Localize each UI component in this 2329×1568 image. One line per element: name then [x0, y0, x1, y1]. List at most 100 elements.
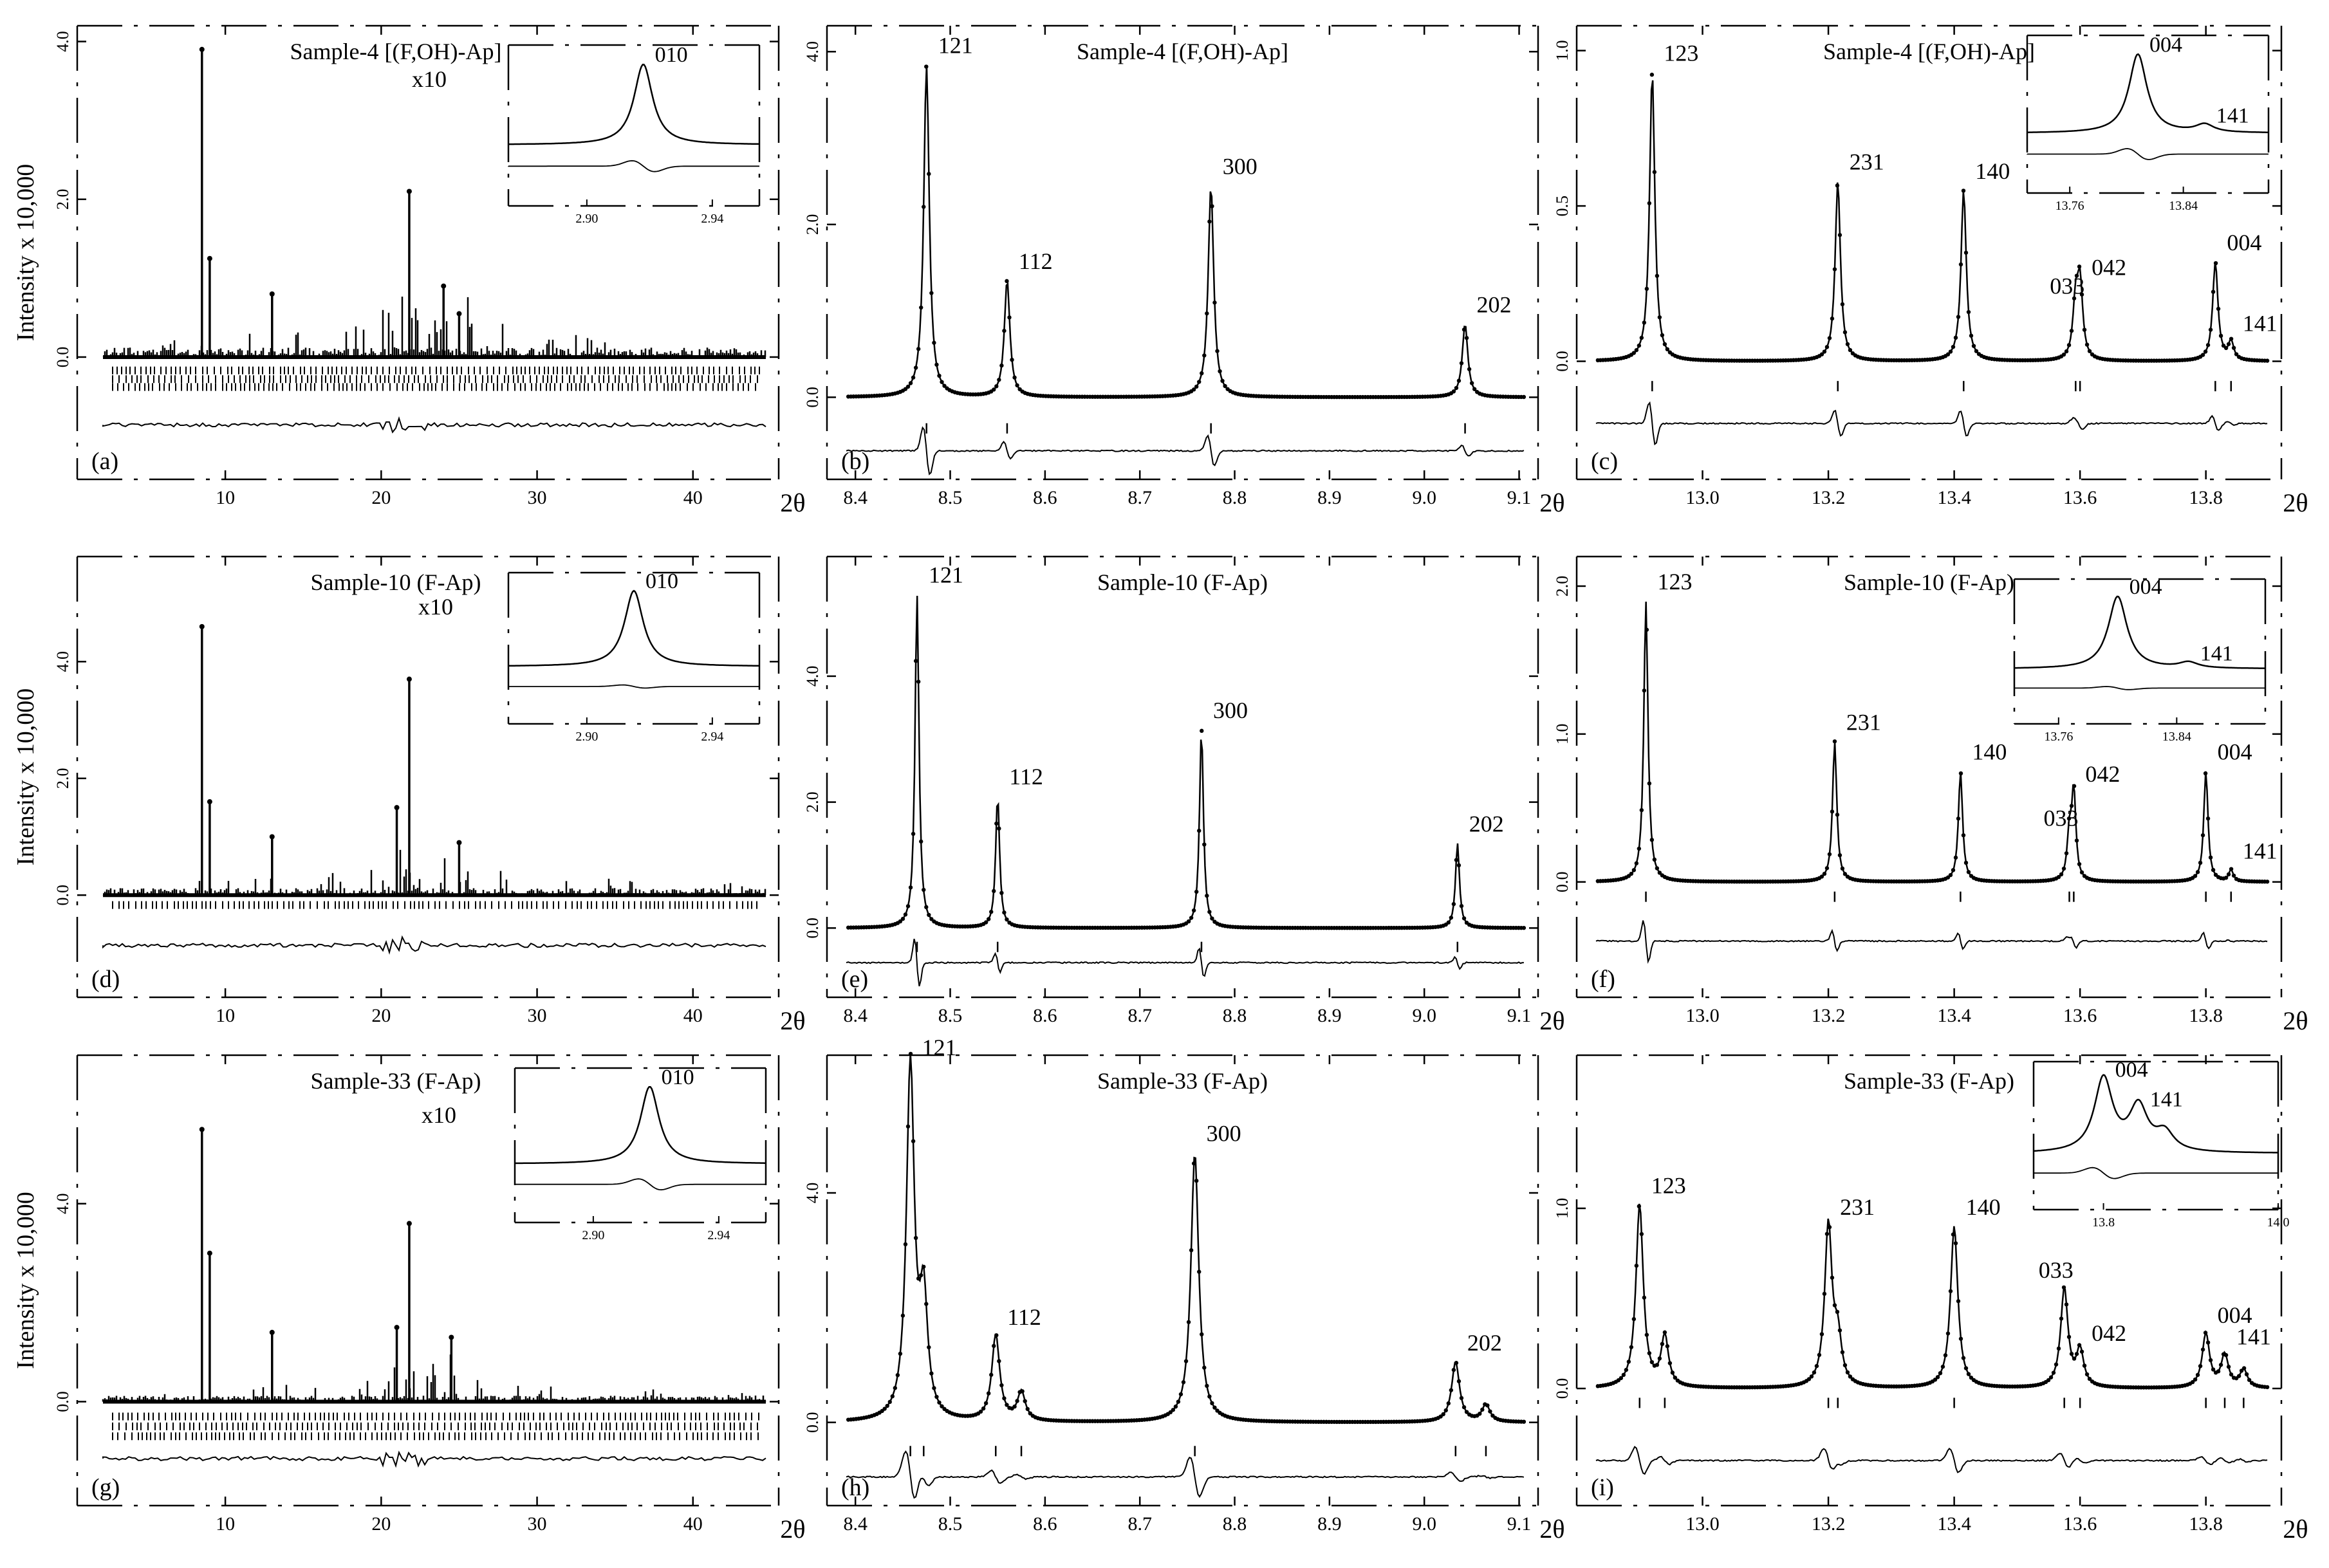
observed-point [1010, 357, 1014, 362]
inset-frame [2013, 578, 2267, 725]
observed-point [929, 1371, 934, 1376]
observed-point [1639, 1231, 1644, 1237]
peak-label-300: 300 [1223, 153, 1257, 179]
observed-point [1652, 170, 1657, 174]
observed-point [937, 373, 942, 378]
observed-point [2084, 1372, 2090, 1377]
observed-point [905, 384, 911, 389]
observed-point [927, 1345, 931, 1350]
y-tick-label: 2.0 [1553, 576, 1572, 597]
observed-point [1488, 1409, 1492, 1414]
x-tick-label: 13.6 [2063, 1513, 2097, 1535]
panel-c: 13.0 13.2 13.4 13.6 13.8 0.0 0.5 1.0 Sample-4 [(… [1553, 26, 2308, 517]
observed-point [919, 839, 923, 844]
observed-point [2231, 873, 2236, 878]
panel-label: (d) [91, 966, 120, 993]
x-tick-label: 9.0 [1412, 487, 1436, 508]
x-tick-label: 8.4 [843, 1005, 868, 1026]
y-tick-label: 4.0 [803, 666, 822, 687]
reflection-tick-row [112, 1412, 759, 1421]
inset-difference [508, 684, 759, 689]
x-axis-label: 2θ [1539, 1006, 1564, 1035]
y-tick-label: 4.0 [803, 41, 822, 62]
panel-b: 8.4 8.5 8.6 8.7 8.8 8.9 9.0 9.1 0.0 2.0 4.0 Sample-… [803, 26, 1565, 517]
x-tick-label: 30 [528, 1005, 547, 1026]
observed-point [1191, 387, 1196, 392]
observed-point [2247, 1378, 2252, 1382]
observed-point [1194, 384, 1199, 389]
observed-point [1639, 807, 1644, 813]
peak-label-042: 042 [2085, 761, 2120, 787]
observed-point [1667, 1361, 1673, 1365]
observed-point [1971, 344, 1976, 348]
observed-point [1969, 333, 1974, 338]
x-axis-label: 2θ [1539, 488, 1564, 517]
x-tick-label: 20 [371, 1005, 391, 1026]
observed-point [2236, 1374, 2241, 1378]
x-axis-label: 2θ [2283, 488, 2308, 517]
reflection-tick-row [112, 901, 757, 909]
peak-label-123: 123 [1658, 569, 1693, 595]
x-tick-label: 13.6 [2063, 487, 2097, 508]
difference-curve [1595, 920, 2268, 964]
observed-point [2059, 1316, 2064, 1321]
observed-point [2208, 327, 2213, 332]
observed-point [1446, 1401, 1451, 1406]
x-tick-label: 8.9 [1317, 487, 1342, 508]
peak-label-042: 042 [2092, 1320, 2126, 1346]
panel-frame-a [76, 24, 780, 481]
x-axis-label: 2θ [2283, 1006, 2308, 1035]
observed-point [2072, 1356, 2077, 1361]
observed-point [1958, 771, 1963, 776]
panel-g: 10 20 30 40 0.0 4.0 Sample-33 (F-Ap) (g) 2θ Inten… [12, 1055, 806, 1544]
observed-point [1822, 871, 1827, 876]
observed-point [1963, 250, 1969, 255]
observed-point [916, 679, 921, 684]
x-tick-label: 13.8 [2189, 1005, 2223, 1026]
observed-point [1015, 383, 1019, 388]
panel-title: Sample-33 (F-Ap) [311, 1068, 481, 1094]
observed-point [1966, 309, 1971, 315]
observed-point [2223, 876, 2229, 880]
reflection-tick-row [112, 383, 756, 391]
observed-point [1210, 1401, 1214, 1406]
observed-point [1832, 267, 1837, 272]
x-tick-label: 8.8 [1223, 487, 1247, 508]
peak-label-121: 121 [929, 562, 963, 588]
observed-point [2066, 343, 2072, 347]
observed-point [934, 1394, 939, 1399]
observed-point [1210, 916, 1214, 921]
scale-note: x10 [418, 594, 453, 620]
observed-point [1007, 315, 1012, 320]
difference-curve [846, 938, 1524, 987]
observed-point [2234, 352, 2239, 356]
peak-label-004: 004 [2227, 230, 2261, 255]
y-tick-label: 0.0 [803, 1412, 822, 1433]
inset-difference [2027, 148, 2269, 160]
observed-point [1974, 349, 1979, 353]
observed-point [2213, 261, 2218, 266]
observed-point [1652, 857, 1657, 862]
y-tick-label: 0.0 [53, 1391, 72, 1412]
observed-point [1454, 1361, 1459, 1365]
y-tick-label: 2.0 [53, 189, 72, 210]
inset-frame [2026, 34, 2270, 194]
panel-label: (a) [91, 448, 118, 475]
observed-point [2229, 337, 2234, 341]
observed-point [1830, 809, 1835, 814]
x-tick-label: 13.2 [1812, 487, 1846, 508]
peak-marker [456, 311, 462, 317]
y-tick-label: 0.0 [53, 885, 72, 906]
x-tick-label: 8.6 [1033, 1513, 1057, 1535]
observed-point [999, 890, 1004, 896]
observed-point [924, 905, 929, 910]
observed-point [999, 363, 1004, 368]
observed-point [2218, 333, 2223, 338]
y-axis-label: Intensity x 10,000 [12, 688, 39, 865]
observed-point [1830, 316, 1835, 321]
observed-point [2074, 273, 2079, 278]
observed-point [1451, 389, 1456, 394]
peak-label-112: 112 [1009, 764, 1043, 789]
peak-label-202: 202 [1467, 1330, 1502, 1356]
observed-point [1202, 1365, 1207, 1370]
